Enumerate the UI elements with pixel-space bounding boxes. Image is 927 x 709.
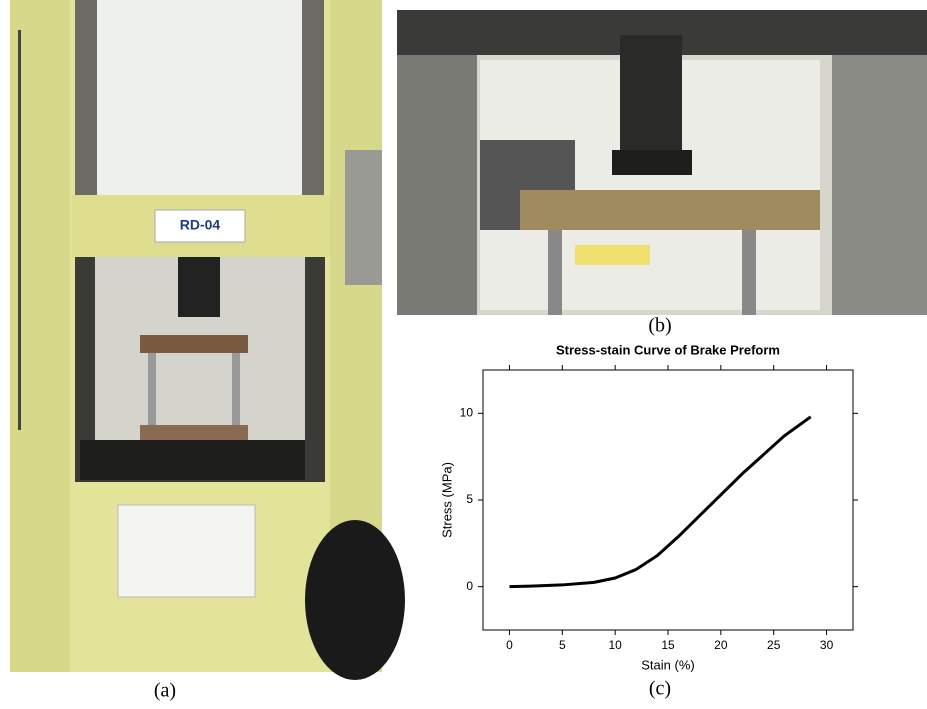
data-line — [509, 415, 812, 589]
caption: (a) — [154, 680, 176, 702]
x-tick-label: 20 — [714, 638, 728, 652]
x-tick-label: 30 — [820, 638, 834, 652]
photo-label: RD-04 — [180, 217, 221, 233]
x-tick-label: 0 — [506, 638, 513, 652]
x-tick-label: 25 — [767, 638, 781, 652]
x-tick-label: 5 — [559, 638, 566, 652]
y-axis-label: Stress (MPa) — [439, 462, 454, 538]
y-tick-label: 10 — [460, 406, 474, 420]
photo-b — [397, 10, 927, 315]
y-tick-label: 5 — [466, 492, 473, 506]
caption: (c) — [649, 678, 671, 700]
caption: (b) — [648, 315, 671, 337]
x-tick-label: 15 — [661, 638, 675, 652]
photo-a: RD-04 — [10, 0, 405, 680]
x-tick-label: 10 — [608, 638, 622, 652]
plot-frame — [482, 369, 854, 631]
chart: Stress-stain Curve of Brake Preform Stai… — [439, 342, 858, 672]
chart-title: Stress-stain Curve of Brake Preform — [556, 342, 780, 357]
y-tick-label: 0 — [466, 579, 473, 593]
x-axis-label: Stain (%) — [641, 657, 694, 672]
